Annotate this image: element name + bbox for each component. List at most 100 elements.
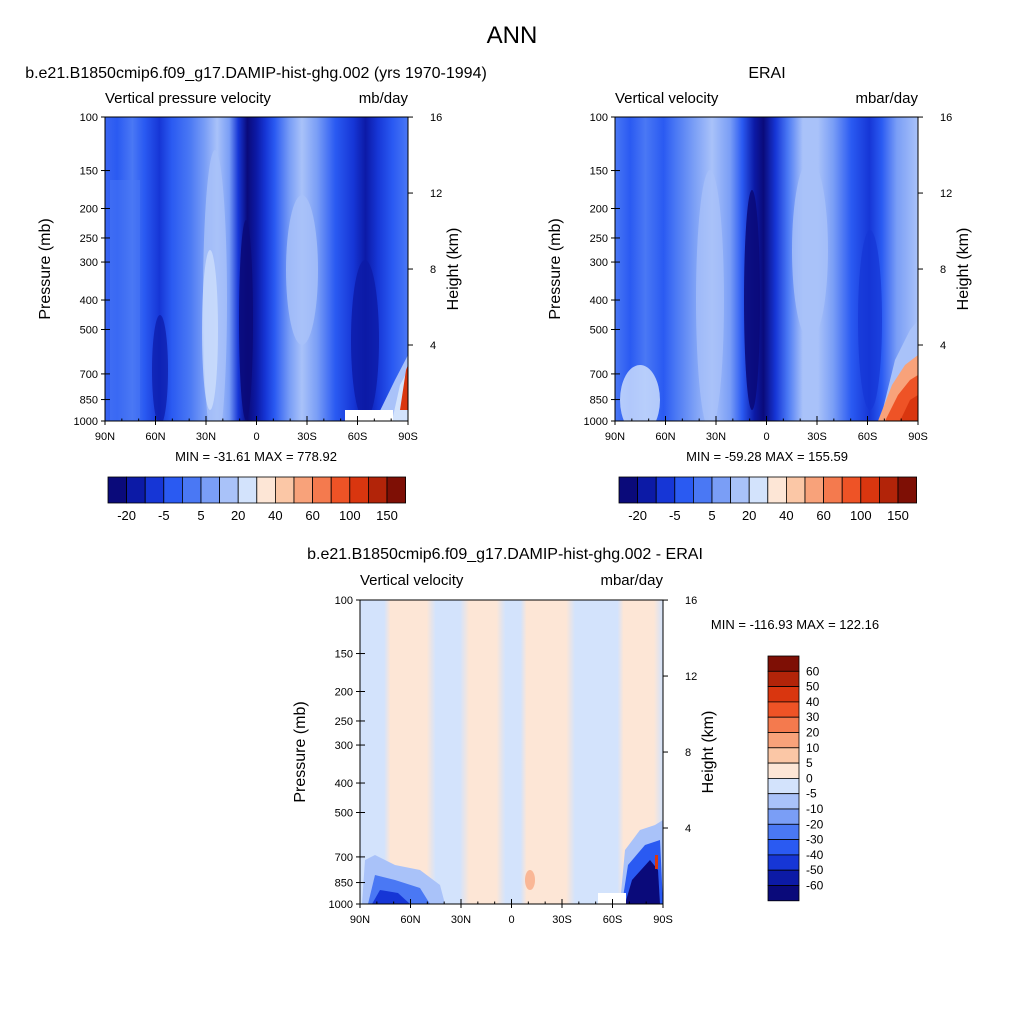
colorbar-label: -5 [669,508,681,523]
colorbar-cell [730,476,750,504]
colorbar-cell [312,476,332,504]
panel-erai-left-label: Vertical velocity [615,90,719,107]
colorbar-cell [897,476,918,504]
y2-tick-label: 8 [430,264,436,276]
y2-tick-label: 4 [940,340,946,352]
x-tick-label: 30N [706,431,726,443]
colorbar-cell [330,476,351,504]
colorbar-label: 100 [339,508,361,523]
y-tick-label: 150 [80,166,98,178]
x-tick-label: 30N [196,431,216,443]
x-tick-label: 60N [400,914,420,926]
colorbar-cell [823,476,843,504]
y2-tick-label: 12 [940,188,952,200]
panel-model-y2label: Height (km) [445,228,462,311]
colorbar-label: 5 [806,756,813,770]
panel-diff-field [360,600,663,904]
y2-tick-label: 8 [685,747,691,759]
colorbar-cell [767,778,800,795]
colorbar-cell [126,476,146,504]
colorbar-label: -20 [628,508,647,523]
colorbar-cell [767,808,800,825]
colorbar-cell [879,476,899,504]
panel-model-left-label: Vertical pressure velocity [105,90,271,107]
y2-tick-label: 16 [685,595,697,607]
colorbar-label: -10 [806,802,824,816]
x-tick-label: 30S [552,914,572,926]
colorbar-cell [841,476,862,504]
panel-model: b.e21.B1850cmip6.f09_g17.DAMIP-hist-ghg.… [25,65,487,523]
colorbar-cell [163,476,183,504]
x-tick-label: 0 [253,431,259,443]
panel-diff-ylabel: Pressure (mb) [292,701,309,802]
colorbar-cell [107,476,128,504]
colorbar-label: 150 [887,508,909,523]
x-tick-label: 0 [508,914,514,926]
colorbar-cell [219,476,239,504]
colorbar-label: -20 [806,817,824,831]
colorbar-cell [767,854,800,871]
panel-erai-minmax: MIN = -59.28 MAX = 155.59 [686,449,848,464]
colorbar-cell [767,476,787,504]
colorbar-cell [256,476,276,504]
colorbar-cell [349,476,369,504]
colorbar-label: 40 [268,508,282,523]
y-tick-label: 300 [80,257,98,269]
colorbar-cell [767,793,800,810]
y-tick-label: 200 [80,204,98,216]
y-tick-label: 1000 [74,416,98,428]
x-tick-label: 60S [348,431,368,443]
colorbar-cell [767,701,800,718]
x-tick-label: 60S [858,431,878,443]
colorbar-cell [767,823,800,840]
colorbar-cell [181,476,202,504]
x-tick-label: 90N [350,914,370,926]
x-tick-label: 90N [95,431,115,443]
x-tick-label: 90S [908,431,928,443]
y-tick-label: 150 [590,166,608,178]
y-tick-label: 200 [335,687,353,699]
y-tick-label: 100 [335,595,353,607]
y-tick-label: 100 [80,112,98,124]
colorbar-cell [767,747,800,764]
colorbar-cell [144,476,165,504]
panel-diff-right-label: mbar/day [600,572,663,589]
colorbar-cell [293,476,314,504]
colorbar-cell [767,762,800,779]
colorbar-label: -30 [806,833,824,847]
y-tick-label: 850 [335,878,353,890]
colorbar-cell [237,476,258,504]
panel-diff-left-label: Vertical velocity [360,572,464,589]
colorbar-label: -5 [806,787,817,801]
x-tick-label: 90S [398,431,418,443]
y-tick-label: 300 [335,740,353,752]
colorbar-cell [767,839,800,856]
colorbar-label: 30 [806,710,820,724]
panel-erai-y2label: Height (km) [955,228,972,311]
y-tick-label: 400 [335,778,353,790]
colorbar-label: 100 [850,508,872,523]
panel-model-minmax: MIN = -31.61 MAX = 778.92 [175,449,337,464]
colorbar-cell [674,476,694,504]
colorbar-cell [200,476,221,504]
y-tick-label: 400 [80,295,98,307]
y-tick-label: 500 [80,324,98,336]
panel-diff-minmax: MIN = -116.93 MAX = 122.16 [711,617,879,632]
colorbar-label: 20 [806,726,820,740]
colorbar-cell [274,476,295,504]
colorbar-label: 5 [708,508,715,523]
panel-erai-right-label: mbar/day [855,90,918,107]
colorbar-label: 20 [742,508,756,523]
panel-erai-ylabel: Pressure (mb) [547,218,564,319]
colorbar-cell [767,732,800,749]
y-tick-label: 200 [590,204,608,216]
colorbar-label: -60 [806,879,824,893]
panel-erai-field [615,117,918,421]
y-tick-label: 500 [335,807,353,819]
colorbar-cell [655,476,676,504]
panel-model-title: b.e21.B1850cmip6.f09_g17.DAMIP-hist-ghg.… [25,65,487,82]
colorbar-cell [860,476,880,504]
x-tick-label: 0 [763,431,769,443]
y2-tick-label: 4 [430,340,436,352]
